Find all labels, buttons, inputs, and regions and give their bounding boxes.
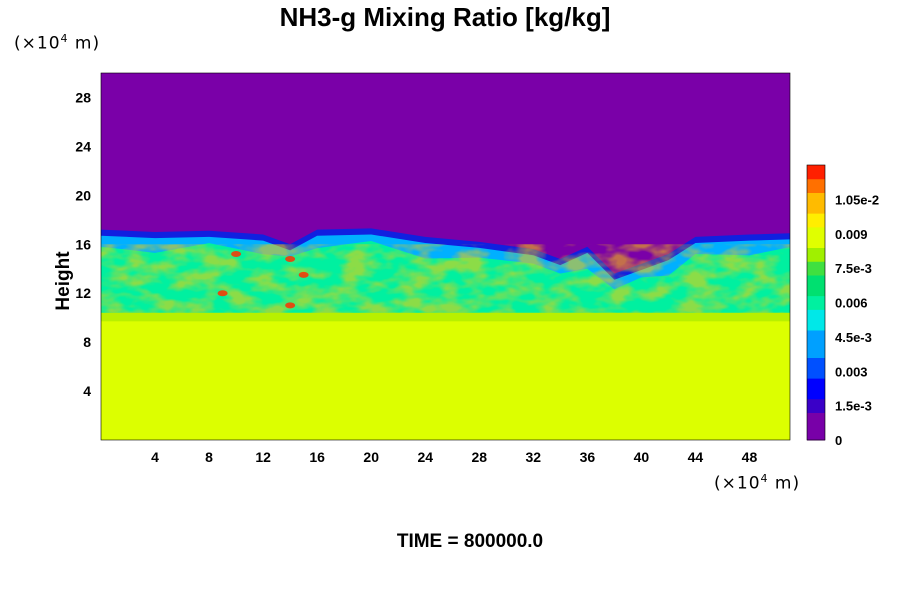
y-axis-unit: (×104 m) (14, 32, 100, 54)
colorbar-segment (807, 391, 825, 400)
y-unit-suffix: m) (68, 33, 101, 54)
colorbar-segment (807, 309, 825, 317)
y-unit-exponent: 4 (60, 32, 69, 45)
colorbar-label: 7.5e-3 (835, 261, 872, 276)
colorbar-segment (807, 323, 825, 331)
colorbar-label: 1.05e-2 (835, 192, 879, 207)
colorbar-segment (807, 426, 825, 434)
colorbar-label: 0.009 (835, 227, 868, 242)
chart-title: NH3-g Mixing Ratio [kg/kg] (279, 2, 611, 32)
x-tick-label: 40 (634, 449, 650, 465)
colorbar-segment (807, 220, 825, 228)
colorbar-segment (807, 433, 825, 441)
x-tick-label: 24 (417, 449, 433, 465)
y-tick-label: 8 (83, 334, 91, 350)
x-tick-label: 28 (471, 449, 487, 465)
colorbar-segment (807, 178, 825, 187)
colorbar-segment (807, 206, 825, 214)
colorbar-segment (807, 254, 825, 262)
colorbar-segment (807, 336, 825, 345)
x-tick-label: 4 (151, 449, 159, 465)
colorbar-label: 0.003 (835, 364, 868, 379)
field-core-1 (285, 255, 296, 262)
colorbar-segment (807, 288, 825, 297)
colorbar-segment (807, 405, 825, 413)
colorbar-segment (807, 419, 825, 427)
colorbar-segment (807, 302, 825, 310)
x-tick-label: 12 (255, 449, 271, 465)
colorbar-segment (807, 275, 825, 283)
colorbar-segment (807, 268, 825, 276)
colorbar-segment (807, 357, 825, 365)
colorbar-segment (807, 364, 825, 372)
x-tick-label: 20 (363, 449, 379, 465)
y-tick-label: 4 (83, 383, 91, 399)
colorbar-segment (807, 240, 825, 248)
colorbar-segment (807, 378, 825, 386)
y-tick-label: 24 (75, 138, 91, 154)
colorbar-label: 1.5e-3 (835, 399, 872, 414)
y-tick-label: 20 (75, 187, 91, 203)
colorbar-segment (807, 171, 825, 180)
x-tick-label: 36 (580, 449, 596, 465)
colorbar-segment (807, 165, 825, 173)
colorbar-segment (807, 247, 825, 255)
y-tick-label: 12 (75, 285, 91, 301)
x-tick-label: 8 (205, 449, 213, 465)
colorbar-segment (807, 233, 825, 242)
x-unit-base: (×10 (714, 473, 761, 494)
y-tick-label: 16 (75, 236, 91, 252)
field-core-3 (217, 290, 228, 297)
colorbar-segment (807, 385, 825, 393)
x-tick-label: 16 (309, 449, 325, 465)
mixing-ratio-field (101, 73, 790, 440)
colorbar: 0 1.5e-3 0.003 4.5e-3 0.006 7.5e-3 0.009 1.05e-… (806, 164, 879, 448)
field-transition (101, 312, 790, 323)
colorbar-segment (807, 371, 825, 379)
colorbar-segment (807, 350, 825, 358)
field-core-2 (298, 271, 309, 278)
field-turbulence (101, 244, 790, 318)
time-label: TIME = 800000.0 (396, 531, 544, 552)
colorbar-segment (807, 281, 825, 290)
colorbar-segment (807, 226, 825, 235)
x-unit-exponent: 4 (760, 472, 769, 485)
y-tick-label: 28 (75, 89, 91, 105)
x-tick-label: 48 (742, 449, 758, 465)
field-core-4 (285, 302, 296, 309)
x-unit-suffix: m) (768, 473, 801, 494)
colorbar-segment (807, 316, 825, 324)
colorbar-segment (807, 185, 825, 193)
colorbar-segment (807, 213, 825, 221)
colorbar-segment (807, 199, 825, 207)
field-lower-region (101, 321, 790, 440)
colorbar-segment (807, 330, 825, 338)
colorbar-segment (807, 192, 825, 200)
colorbar-label: 0.006 (835, 296, 868, 311)
colorbar-frame (806, 164, 826, 441)
colorbar-segment (807, 295, 825, 303)
colorbar-segment (807, 412, 825, 420)
colorbar-segment (807, 398, 825, 407)
field-core-0 (231, 251, 242, 258)
colorbar-label: 4.5e-3 (835, 330, 872, 345)
colorbar-segment (807, 343, 825, 352)
colorbar-segment (807, 261, 825, 269)
x-tick-label: 32 (526, 449, 542, 465)
plot-frame (100, 72, 791, 441)
y-unit-base: (×10 (14, 33, 61, 54)
colorbar-label: 0 (835, 433, 842, 448)
x-axis-unit: (×104 m) (714, 472, 800, 494)
x-tick-label: 44 (688, 449, 704, 465)
